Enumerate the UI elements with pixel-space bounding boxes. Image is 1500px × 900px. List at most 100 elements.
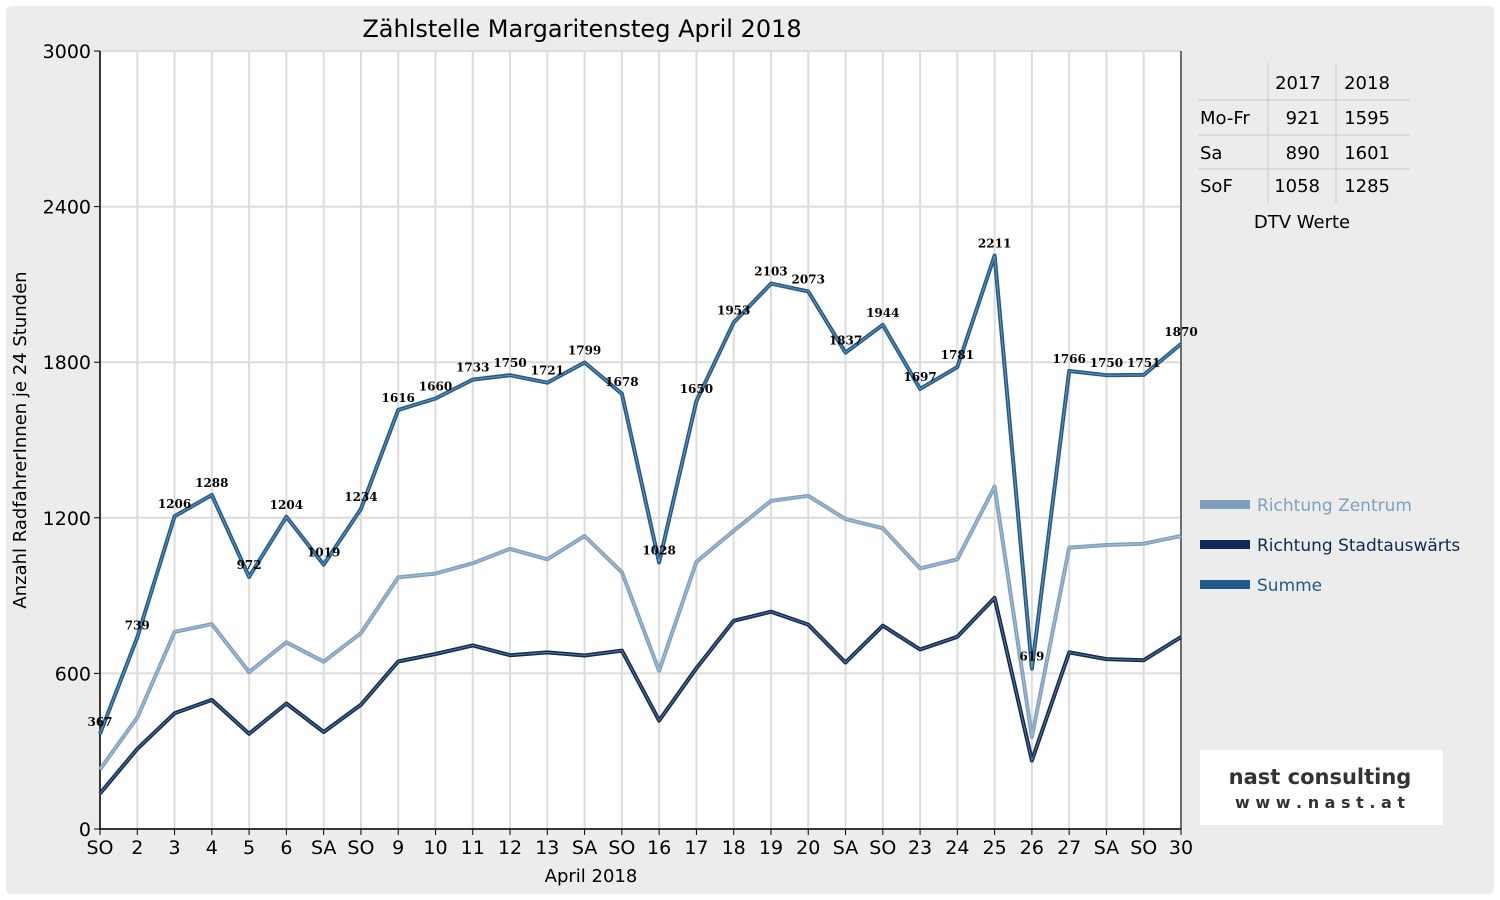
y-tick-label: 2400 xyxy=(43,197,91,219)
legend-item-summe[interactable]: Summe xyxy=(1200,576,1322,596)
data-label: 619 xyxy=(1019,649,1044,663)
x-tick-label: 20 xyxy=(796,837,820,859)
x-axis-ticks: SO 2 3 4 5 6 SA SO 9 10 11 12 13 SA SO 16 17 18 19 20 SA SO 23… xyxy=(86,829,1193,859)
data-label: 1206 xyxy=(158,497,191,511)
data-label: 1616 xyxy=(382,391,415,405)
dtv-table: 2017 2018 Mo-Fr 921 1595 Sa 890 1601 SoF… xyxy=(1198,63,1410,233)
x-tick-label: 11 xyxy=(461,837,485,859)
data-label: 972 xyxy=(237,558,262,572)
legend: Richtung Zentrum Richtung Stadtauswärts … xyxy=(1200,496,1460,596)
table-cell: 1285 xyxy=(1344,176,1390,197)
series-line-0[interactable] xyxy=(98,484,1182,771)
legend-swatch-zentrum xyxy=(1200,500,1250,509)
logo-brand: nast consulting xyxy=(1229,765,1412,789)
data-label: 1678 xyxy=(605,375,638,389)
x-tick-label: SO xyxy=(86,837,113,859)
data-label: 1750 xyxy=(493,356,526,370)
data-label: 2211 xyxy=(978,237,1011,251)
y-axis-ticks: 0 600 1200 1800 2400 3000 xyxy=(43,41,100,841)
plot-area xyxy=(100,51,1181,829)
x-tick-label: 16 xyxy=(647,837,671,859)
x-tick-label: SA xyxy=(311,837,336,859)
data-label: 1650 xyxy=(680,382,713,396)
x-tick-label: 3 xyxy=(169,837,181,859)
legend-label-stadtauswaerts: Richtung Stadtauswärts xyxy=(1257,536,1460,556)
x-tick-label: 2 xyxy=(131,837,143,859)
x-tick-label: 17 xyxy=(684,837,708,859)
legend-item-stadtauswaerts[interactable]: Richtung Stadtauswärts xyxy=(1200,536,1460,556)
table-cell: 921 xyxy=(1286,108,1320,129)
x-tick-label: 30 xyxy=(1169,837,1193,859)
table-header-2018: 2018 xyxy=(1344,73,1390,94)
series-line-highlight-1 xyxy=(99,596,1182,794)
legend-swatch-summe xyxy=(1200,580,1250,589)
y-tick-label: 0 xyxy=(79,819,91,841)
table-cell: 890 xyxy=(1286,143,1320,164)
data-label: 1721 xyxy=(531,364,564,378)
logo-background xyxy=(1200,750,1443,825)
nast-consulting-logo[interactable]: nast consulting w w w . n a s t . a t xyxy=(1200,750,1443,825)
x-tick-label: SO xyxy=(608,837,635,859)
x-tick-label: 13 xyxy=(535,837,559,859)
series-lines xyxy=(98,253,1183,795)
x-tick-label: 26 xyxy=(1020,837,1044,859)
y-tick-label: 1800 xyxy=(43,352,91,374)
table-row-label: Sa xyxy=(1200,143,1222,164)
x-tick-label: 6 xyxy=(280,837,292,859)
data-label: 1953 xyxy=(717,304,750,318)
table-row-label: SoF xyxy=(1200,176,1233,197)
x-tick-label: SO xyxy=(869,837,896,859)
data-label: 739 xyxy=(125,618,150,632)
y-tick-label: 1200 xyxy=(43,508,91,530)
logo-url: w w w . n a s t . a t xyxy=(1235,793,1405,812)
data-label: 1733 xyxy=(456,361,489,375)
data-label: 367 xyxy=(87,715,112,729)
table-cell: 1601 xyxy=(1344,143,1390,164)
x-axis-label: April 2018 xyxy=(545,866,638,887)
axes xyxy=(99,51,1182,830)
x-tick-label: 27 xyxy=(1057,837,1081,859)
data-label: 1697 xyxy=(903,370,936,384)
x-tick-label: SO xyxy=(347,837,374,859)
legend-swatch-stadtauswaerts xyxy=(1200,540,1250,549)
x-tick-label: 5 xyxy=(243,837,255,859)
series-line-2[interactable] xyxy=(98,253,1183,735)
data-label: 1751 xyxy=(1127,356,1160,370)
x-tick-label: SA xyxy=(833,837,858,859)
x-tick-label: 19 xyxy=(759,837,783,859)
legend-label-summe: Summe xyxy=(1257,576,1322,596)
data-label: 1234 xyxy=(344,490,377,504)
x-tick-label: SO xyxy=(1130,837,1157,859)
x-tick-label: 10 xyxy=(423,837,447,859)
data-label: 1019 xyxy=(307,546,340,560)
table-caption: DTV Werte xyxy=(1254,212,1350,233)
data-label: 1837 xyxy=(829,334,862,348)
data-label: 1766 xyxy=(1052,352,1085,366)
data-label: 2103 xyxy=(754,265,787,279)
series-line-1[interactable] xyxy=(98,595,1183,795)
legend-item-zentrum[interactable]: Richtung Zentrum xyxy=(1200,496,1412,516)
legend-label-zentrum: Richtung Zentrum xyxy=(1257,496,1412,516)
data-label: 1750 xyxy=(1090,356,1123,370)
y-tick-label: 3000 xyxy=(43,41,91,63)
x-tick-label: 9 xyxy=(392,837,404,859)
x-tick-label: SA xyxy=(1094,837,1119,859)
data-label: 2073 xyxy=(792,272,825,286)
x-tick-label: 4 xyxy=(206,837,218,859)
table-row-label: Mo-Fr xyxy=(1200,108,1250,129)
data-labels: 367 739 1206 1288 972 1204 1019 1234 1616 1660 173… xyxy=(87,237,1197,729)
y-axis-label: Anzahl RadfahrerInnen je 24 Stunden xyxy=(10,271,31,608)
table-cell: 1595 xyxy=(1344,108,1390,129)
data-label: 1660 xyxy=(419,380,452,394)
x-tick-label: 18 xyxy=(722,837,746,859)
data-label: 1028 xyxy=(642,543,675,557)
data-label: 1870 xyxy=(1164,325,1197,339)
x-tick-label: 24 xyxy=(945,837,969,859)
x-tick-label: SA xyxy=(572,837,597,859)
table-cell: 1058 xyxy=(1274,176,1320,197)
x-tick-label: 25 xyxy=(983,837,1007,859)
chart-title: Zählstelle Margaritensteg April 2018 xyxy=(362,15,801,43)
data-label: 1204 xyxy=(270,498,303,512)
series-line-highlight-2 xyxy=(99,255,1182,734)
